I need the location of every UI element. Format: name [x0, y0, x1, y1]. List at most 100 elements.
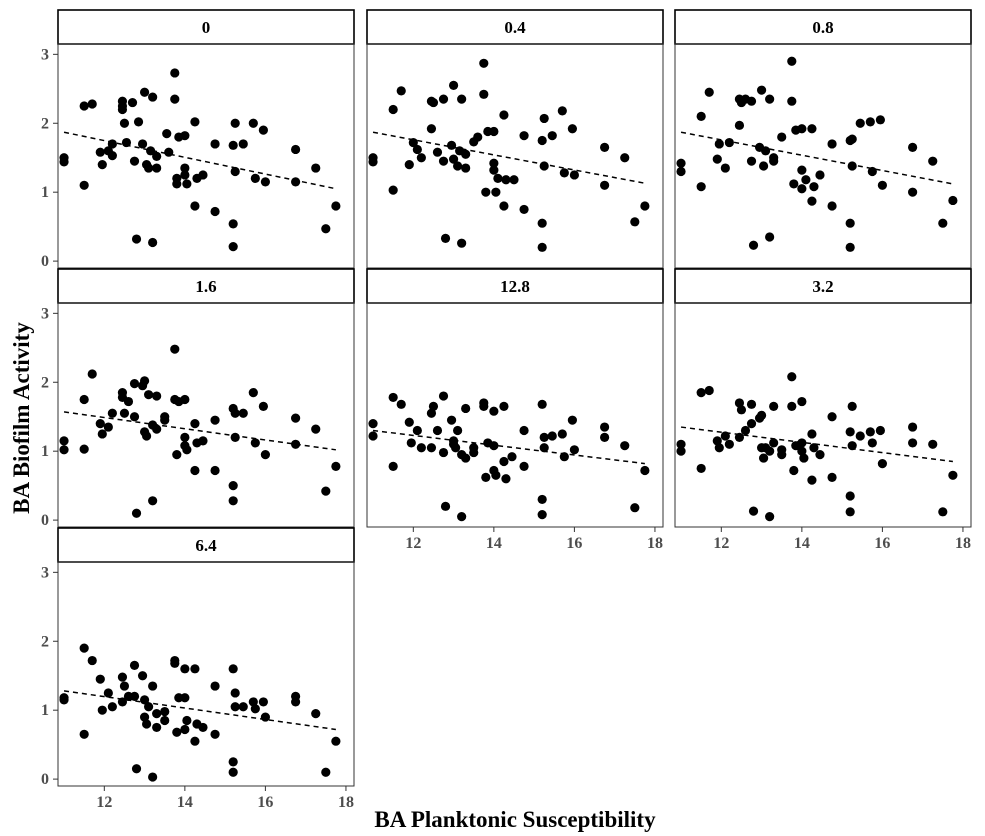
data-point — [787, 96, 797, 106]
x-tick-label: 14 — [177, 794, 193, 811]
data-point — [547, 131, 557, 141]
data-point — [867, 166, 877, 177]
data-point — [172, 450, 182, 460]
trend-line — [680, 426, 953, 463]
data-point — [131, 508, 142, 518]
data-point — [928, 439, 938, 449]
data-point — [190, 419, 200, 429]
data-point — [141, 431, 152, 441]
data-point — [95, 419, 105, 429]
trend-line — [372, 131, 646, 184]
data-point — [59, 445, 69, 455]
data-point — [827, 201, 837, 211]
data-point — [777, 132, 787, 142]
data-point — [79, 729, 89, 739]
data-point — [152, 722, 162, 733]
data-point — [855, 118, 865, 128]
data-point — [137, 671, 148, 681]
data-point — [537, 218, 547, 228]
data-point — [908, 422, 918, 432]
data-point — [640, 201, 650, 211]
data-point — [180, 664, 190, 674]
data-point — [756, 85, 767, 95]
data-point — [321, 486, 331, 496]
data-point — [736, 405, 747, 415]
data-point — [630, 217, 640, 227]
data-point — [746, 399, 757, 409]
data-point — [148, 772, 158, 782]
data-point — [491, 187, 501, 197]
x-tick-label: 14 — [486, 535, 502, 552]
facet-strip-label: 0.4 — [504, 18, 526, 37]
data-point — [807, 475, 817, 485]
y-axis-title: BA Biofilm Activity — [9, 322, 34, 514]
data-point — [537, 399, 547, 409]
data-point — [797, 184, 807, 194]
data-point — [164, 147, 174, 157]
data-point — [489, 165, 499, 175]
x-tick-label: 12 — [405, 535, 421, 552]
data-point — [148, 496, 158, 506]
data-point — [746, 156, 757, 166]
data-point — [440, 233, 451, 243]
data-point — [97, 705, 107, 715]
data-point — [228, 140, 238, 150]
data-point — [260, 712, 271, 722]
data-point — [160, 706, 170, 717]
y-tick-label: 2 — [41, 633, 49, 650]
data-point — [406, 438, 416, 448]
data-point — [144, 702, 154, 712]
data-point — [432, 425, 443, 436]
data-point — [321, 224, 331, 234]
data-point — [160, 415, 170, 425]
data-point — [190, 664, 200, 674]
data-point — [129, 660, 140, 670]
data-point — [704, 385, 714, 396]
data-point — [448, 154, 459, 164]
data-point — [230, 166, 240, 177]
data-point — [97, 429, 107, 439]
data-point — [748, 506, 759, 516]
data-point — [797, 446, 807, 456]
x-tick-label: 16 — [874, 535, 890, 552]
facet-panel-0.4: 0.4 — [366, 9, 664, 269]
data-point — [368, 157, 378, 167]
y-tick-label: 0 — [41, 512, 49, 529]
data-point — [712, 154, 722, 164]
panel-border — [57, 561, 355, 787]
data-point — [809, 182, 819, 192]
data-point — [230, 118, 240, 128]
panel-border — [57, 302, 355, 528]
data-point — [79, 444, 89, 454]
data-point — [748, 240, 759, 250]
data-point — [368, 419, 378, 429]
data-point — [557, 106, 567, 116]
data-point — [746, 96, 757, 106]
data-point — [457, 94, 467, 104]
data-point — [519, 425, 529, 436]
data-point — [79, 643, 89, 653]
data-point — [107, 702, 117, 712]
data-point — [107, 408, 117, 418]
data-point — [499, 401, 509, 411]
data-point — [758, 453, 769, 463]
data-point — [228, 496, 238, 506]
data-point — [676, 166, 686, 177]
x-axis-title: BA Planktonic Susceptibility — [374, 807, 656, 832]
data-point — [875, 425, 885, 436]
data-point — [210, 465, 220, 476]
data-point — [258, 401, 268, 411]
data-point — [489, 406, 499, 416]
data-point — [557, 429, 567, 439]
x-tick-label: 16 — [257, 794, 273, 811]
data-point — [170, 68, 180, 78]
data-point — [734, 398, 745, 408]
panel-border — [674, 302, 972, 528]
data-point — [396, 86, 406, 96]
panel-border — [366, 43, 664, 269]
data-point — [129, 379, 140, 389]
data-point — [133, 117, 144, 127]
data-point — [368, 431, 378, 441]
data-point — [119, 118, 130, 128]
data-point — [620, 441, 630, 451]
